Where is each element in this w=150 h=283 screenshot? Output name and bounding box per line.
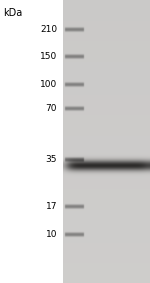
Text: 70: 70: [45, 104, 57, 113]
Bar: [0, 0, 63, 283]
Text: 35: 35: [45, 155, 57, 164]
Text: 17: 17: [45, 202, 57, 211]
Text: 210: 210: [40, 25, 57, 34]
Text: kDa: kDa: [3, 8, 22, 18]
Text: 100: 100: [40, 80, 57, 89]
Text: 10: 10: [45, 230, 57, 239]
Text: 150: 150: [40, 52, 57, 61]
